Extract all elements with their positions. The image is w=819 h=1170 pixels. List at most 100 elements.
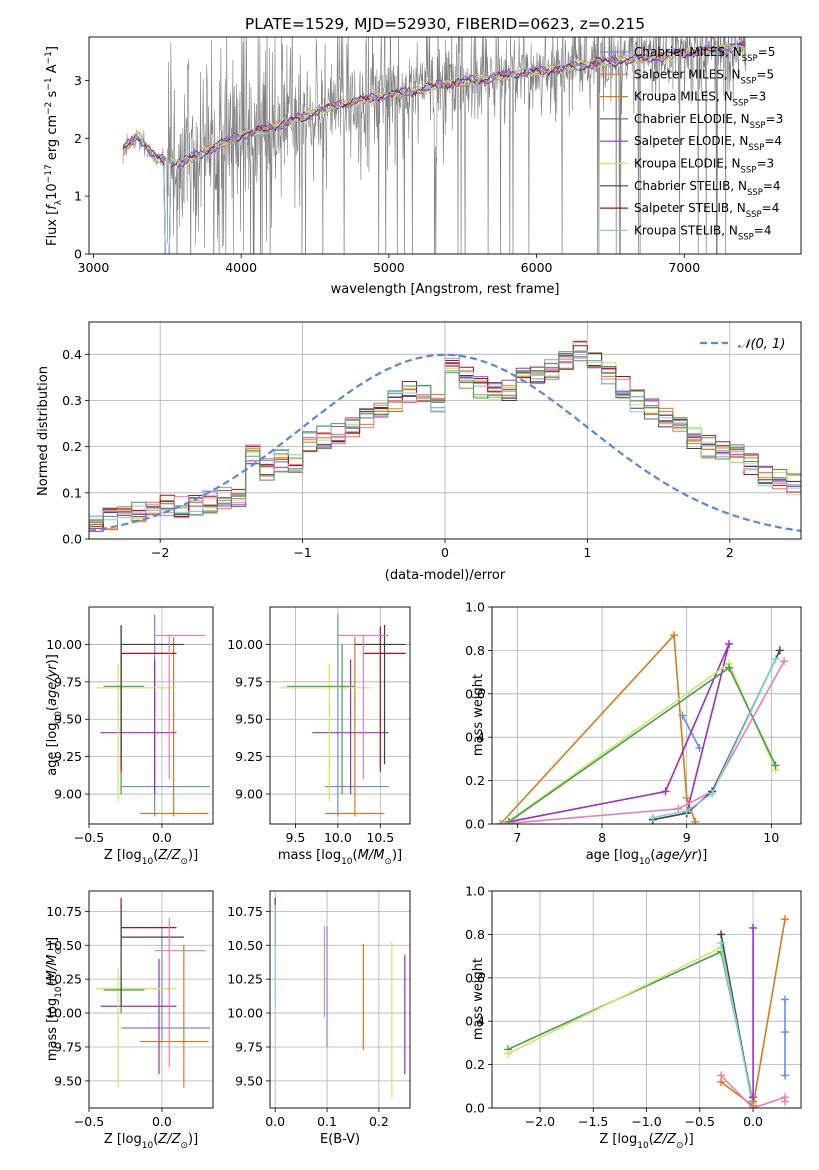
plot-area (96, 897, 211, 1088)
x-axis-label: (data-model)/error (385, 568, 506, 583)
data-point (648, 813, 657, 822)
y-tick-label: 1.0 (465, 600, 485, 615)
y-tick-label: 9.25 (235, 749, 263, 764)
x-tick-label: 3000 (78, 260, 110, 275)
data-point (496, 820, 505, 824)
x-axis-label: Z [log10(Z/Z⊙)] (599, 1132, 693, 1151)
legend-label: 𝒩(0, 1) (738, 337, 785, 352)
y-tick-label: 10.50 (227, 938, 263, 953)
data-point (781, 1028, 790, 1037)
data-point (670, 631, 679, 640)
y-tick-label: 9.75 (54, 1039, 82, 1054)
mass-weight-line (500, 660, 785, 824)
x-tick-label: 0.2 (369, 1114, 389, 1129)
data-point (780, 657, 789, 666)
data-point (771, 655, 780, 664)
data-point (661, 787, 670, 796)
x-tick-label: 0.0 (152, 830, 172, 845)
y-tick-label: 9.75 (235, 674, 263, 689)
y-tick-label: 0 (74, 247, 82, 262)
legend-label: Kroupa MILES, NSSP=3 (634, 90, 766, 109)
data-point (674, 804, 683, 813)
y-tick-label: 9.00 (235, 787, 263, 802)
y-tick-label: 0.4 (465, 730, 485, 745)
legend-label: Chabrier ELODIE, NSSP=3 (634, 112, 783, 131)
y-tick-label: 0.4 (465, 1014, 485, 1029)
x-tick-label: 0.0 (743, 1114, 763, 1129)
x-tick-label: −1.0 (631, 1114, 661, 1129)
model-spectrum (122, 41, 746, 254)
y-tick-label: 0.4 (62, 347, 82, 362)
legend-label: Chabrier STELIB, NSSP=4 (634, 179, 781, 198)
x-tick-label: 1 (583, 545, 591, 560)
x-tick-label: 8 (598, 830, 606, 845)
y-tick-label: 0.1 (62, 485, 82, 500)
y-tick-label: 0.6 (465, 686, 485, 701)
x-tick-label: 4000 (225, 260, 257, 275)
x-tick-label: 10 (763, 830, 779, 845)
residual-histogram (89, 351, 801, 527)
data-point (749, 1093, 758, 1102)
x-tick-label: 0 (441, 545, 449, 560)
y-tick-label: 0.0 (465, 817, 485, 832)
y-tick-label: 9.50 (235, 712, 263, 727)
x-axis-label: Z [log10(Z/Z⊙)] (104, 1132, 198, 1151)
axes-frame (88, 606, 214, 825)
x-tick-label: 10.0 (324, 830, 352, 845)
model-spectrum (122, 42, 746, 254)
data-point (781, 1071, 790, 1080)
y-axis-label: mass weight (471, 958, 486, 1040)
y-tick-label: 10.00 (227, 1006, 263, 1021)
x-tick-label: −1.5 (578, 1114, 608, 1129)
x-tick-label: −2.0 (525, 1114, 555, 1129)
legend-label: Kroupa ELODIE, NSSP=3 (634, 157, 774, 176)
x-tick-label: 6000 (521, 260, 553, 275)
legend: Chabrier MILES, NSSP=5 Salpeter MILES, NS… (600, 45, 783, 242)
y-tick-label: 10.00 (227, 637, 263, 652)
y-tick-label: 0.8 (465, 927, 485, 942)
axes-frame (88, 321, 802, 540)
y-tick-label: 9.75 (54, 674, 82, 689)
y-tick-label: 0.3 (62, 393, 82, 408)
y-tick-label: 10.75 (227, 904, 263, 919)
legend-label: Salpeter MILES, NSSP=5 (634, 67, 774, 86)
mass-weight-line (507, 950, 754, 1102)
y-tick-label: 10.25 (46, 972, 82, 987)
plot-area (122, 37, 747, 254)
data-point (781, 915, 790, 924)
y-tick-label: 3 (74, 73, 82, 88)
plot-area (278, 614, 406, 817)
data-point (717, 930, 726, 939)
y-axis-label: Flux [fλ10−17 erg cm−2 s−1 A−1] (44, 46, 64, 246)
data-point (725, 639, 734, 648)
y-tick-label: 0.0 (465, 1101, 485, 1116)
y-tick-label: 0.6 (465, 970, 485, 985)
legend-label: Salpeter ELODIE, NSSP=4 (634, 134, 782, 153)
y-tick-label: 0.2 (465, 1057, 485, 1072)
x-tick-label: 2 (726, 545, 734, 560)
data-point (682, 806, 691, 815)
panel-6: −0.5 0.0 9.50 9.75 10.00 10.25 10.50 10.75 Z [lo… (45, 890, 214, 1151)
panel-1: 3000 4000 5000 6000 7000 0 1 2 3 PLATE=1529, MJD=… (44, 15, 802, 297)
mass-weight-line (720, 942, 754, 1108)
data-point (708, 789, 717, 798)
plot-area (89, 339, 801, 532)
mass-weight-line (652, 658, 777, 819)
x-tick-label: 7000 (668, 260, 700, 275)
panel-3: −0.5 0.0 9.00 9.25 9.50 9.75 10.00 Z [log10(Z/Z… (45, 606, 214, 867)
legend-label: Kroupa STELIB, NSSP=4 (634, 223, 772, 242)
data-point (781, 995, 790, 1004)
legend-label: Salpeter STELIB, NSSP=4 (634, 201, 779, 220)
x-tick-label: 9.5 (286, 830, 306, 845)
panel-5: 7 8 9 10 0.0 0.2 0.4 0.6 0.8 1.0 age [log10(age/yr… (465, 600, 802, 867)
y-tick-label: 9.75 (235, 1039, 263, 1054)
x-tick-label: 9 (683, 830, 691, 845)
data-point (717, 1071, 726, 1080)
data-point (749, 923, 758, 932)
panel-4: 9.5 10.0 10.5 9.00 9.25 9.50 9.75 10.00 mass [lo… (227, 606, 411, 867)
x-tick-label: −0.5 (74, 1114, 104, 1129)
x-tick-label: 0.0 (265, 1114, 285, 1129)
data-point (749, 1104, 758, 1108)
y-tick-label: 10.75 (46, 904, 82, 919)
model-spectrum (122, 40, 746, 254)
